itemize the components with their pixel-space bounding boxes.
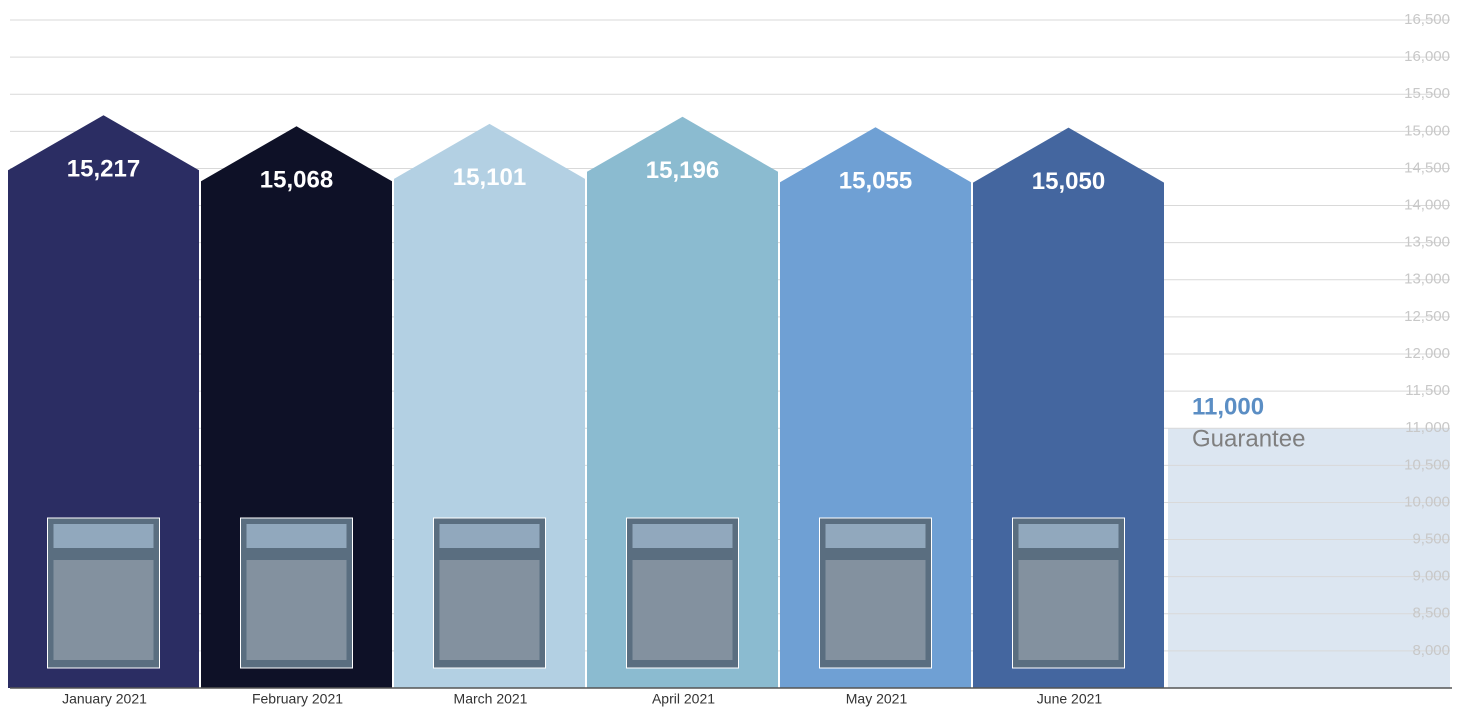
value-label: 15,196 bbox=[646, 157, 719, 184]
y-tick-label: 12,000 bbox=[1404, 345, 1450, 362]
y-tick-label: 14,500 bbox=[1404, 159, 1450, 176]
cover-masthead bbox=[1019, 524, 1119, 548]
y-tick-label: 8,000 bbox=[1412, 642, 1450, 659]
y-tick-label: 8,500 bbox=[1412, 605, 1450, 622]
value-label: 15,101 bbox=[453, 164, 526, 191]
x-tick-label: May 2021 bbox=[846, 691, 908, 707]
value-label: 15,217 bbox=[67, 156, 140, 183]
cover-photo bbox=[826, 560, 926, 660]
y-tick-label: 10,500 bbox=[1404, 456, 1450, 473]
cover-photo bbox=[54, 560, 154, 660]
value-label: 15,068 bbox=[260, 167, 333, 194]
y-tick-label: 16,000 bbox=[1404, 48, 1450, 65]
x-tick-label: January 2021 bbox=[62, 691, 147, 707]
cover-photo bbox=[440, 560, 540, 660]
guarantee-label: Guarantee bbox=[1192, 426, 1305, 453]
y-tick-label: 16,500 bbox=[1404, 11, 1450, 28]
cover-masthead bbox=[440, 524, 540, 548]
y-tick-label: 11,000 bbox=[1405, 419, 1450, 436]
cover-photo bbox=[247, 560, 347, 660]
cover-photo bbox=[1019, 560, 1119, 660]
cover-photo bbox=[633, 560, 733, 660]
y-tick-label: 15,000 bbox=[1404, 122, 1450, 139]
y-tick-label: 10,000 bbox=[1404, 493, 1450, 510]
x-tick-label: February 2021 bbox=[252, 691, 343, 707]
y-tick-label: 9,500 bbox=[1412, 531, 1450, 548]
x-tick-label: April 2021 bbox=[652, 691, 715, 707]
cover-masthead bbox=[54, 524, 154, 548]
value-label: 15,050 bbox=[1032, 168, 1105, 195]
y-tick-label: 11,500 bbox=[1405, 382, 1450, 399]
value-label: 15,055 bbox=[839, 168, 912, 195]
guarantee-value: 11,000 bbox=[1192, 394, 1264, 421]
y-tick-label: 13,000 bbox=[1404, 271, 1450, 288]
chart: 8,000 8,500 9,000 9,500 10,000 10,500 11,000 11… bbox=[0, 0, 1465, 713]
cover-masthead bbox=[247, 524, 347, 548]
y-tick-label: 12,500 bbox=[1404, 308, 1450, 325]
y-tick-label: 15,500 bbox=[1404, 85, 1450, 102]
y-tick-label: 13,500 bbox=[1404, 234, 1450, 251]
x-tick-label: March 2021 bbox=[454, 691, 528, 707]
x-tick-label: June 2021 bbox=[1037, 691, 1103, 707]
cover-masthead bbox=[633, 524, 733, 548]
y-tick-label: 9,000 bbox=[1412, 568, 1450, 585]
cover-masthead bbox=[826, 524, 926, 548]
y-tick-label: 14,000 bbox=[1404, 197, 1450, 214]
